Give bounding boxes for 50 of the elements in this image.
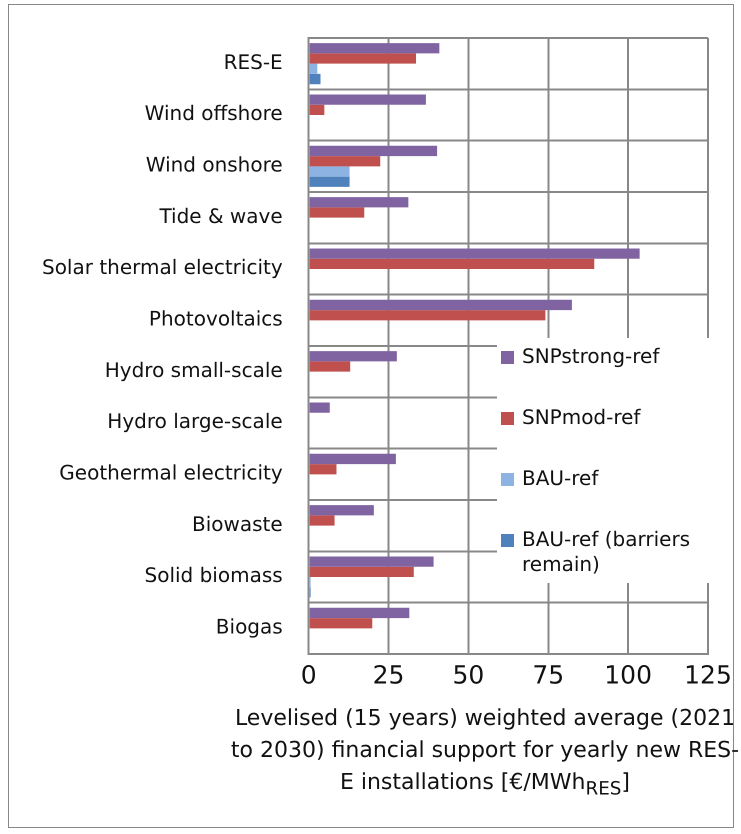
bar	[310, 43, 440, 54]
bar	[310, 53, 416, 64]
bar	[310, 74, 321, 84]
bar	[310, 310, 546, 320]
bar	[310, 618, 372, 628]
legend-label: SNPmod-ref	[522, 405, 640, 430]
y-tick-label: Photovoltaics	[148, 306, 283, 331]
x-tick-label: 25	[372, 660, 404, 690]
y-tick-label: Hydro large-scale	[107, 409, 283, 434]
y-tick-label: Solar thermal electricity	[42, 255, 283, 280]
y-tick-label: Wind offshore	[144, 101, 283, 126]
y-tick-label: Tide & wave	[158, 204, 283, 228]
legend-label: BAU-ref (barriers remain)	[522, 527, 692, 577]
bar	[310, 300, 572, 310]
y-tick-label: Hydro small-scale	[104, 358, 283, 382]
y-tick-label: RES-E	[224, 50, 283, 74]
bar	[310, 351, 397, 362]
bar	[310, 464, 336, 474]
bar	[310, 156, 380, 166]
y-tick-label: Biogas	[216, 614, 283, 639]
bar	[310, 566, 414, 577]
x-tick-label: 100	[604, 660, 652, 690]
y-tick-label: Wind onshore	[146, 152, 283, 177]
x-tick-label: 125	[684, 660, 732, 690]
bar	[310, 197, 408, 208]
bar	[310, 207, 364, 218]
x-axis-title: Levelised (15 years) weighted average (2021 to 2030) financial support for yearly new RES-E installations [€/MWh$_{RES}$]	[230, 705, 740, 802]
y-tick-label: Biowaste	[192, 512, 283, 536]
bar	[310, 248, 640, 259]
legend-label: SNPstrong-ref	[522, 344, 660, 369]
bar	[310, 94, 426, 105]
legend-label: BAU-ref	[522, 466, 598, 491]
bar	[310, 166, 350, 177]
x-tick-label: 0	[300, 660, 317, 690]
bar	[310, 176, 350, 187]
bar	[310, 505, 374, 516]
x-tick-label: 50	[452, 660, 484, 690]
y-tick-label: Geothermal electricity	[59, 460, 283, 485]
bar	[310, 104, 324, 115]
bar	[310, 258, 594, 269]
bar	[310, 64, 318, 74]
bar	[310, 556, 434, 567]
bar	[310, 454, 396, 464]
x-tick-label: 75	[532, 660, 564, 690]
bar	[310, 608, 410, 618]
bar	[310, 146, 438, 156]
bar	[310, 402, 330, 413]
bar	[310, 515, 335, 526]
bar	[310, 361, 350, 372]
y-tick-label: Solid biomass	[144, 563, 283, 588]
